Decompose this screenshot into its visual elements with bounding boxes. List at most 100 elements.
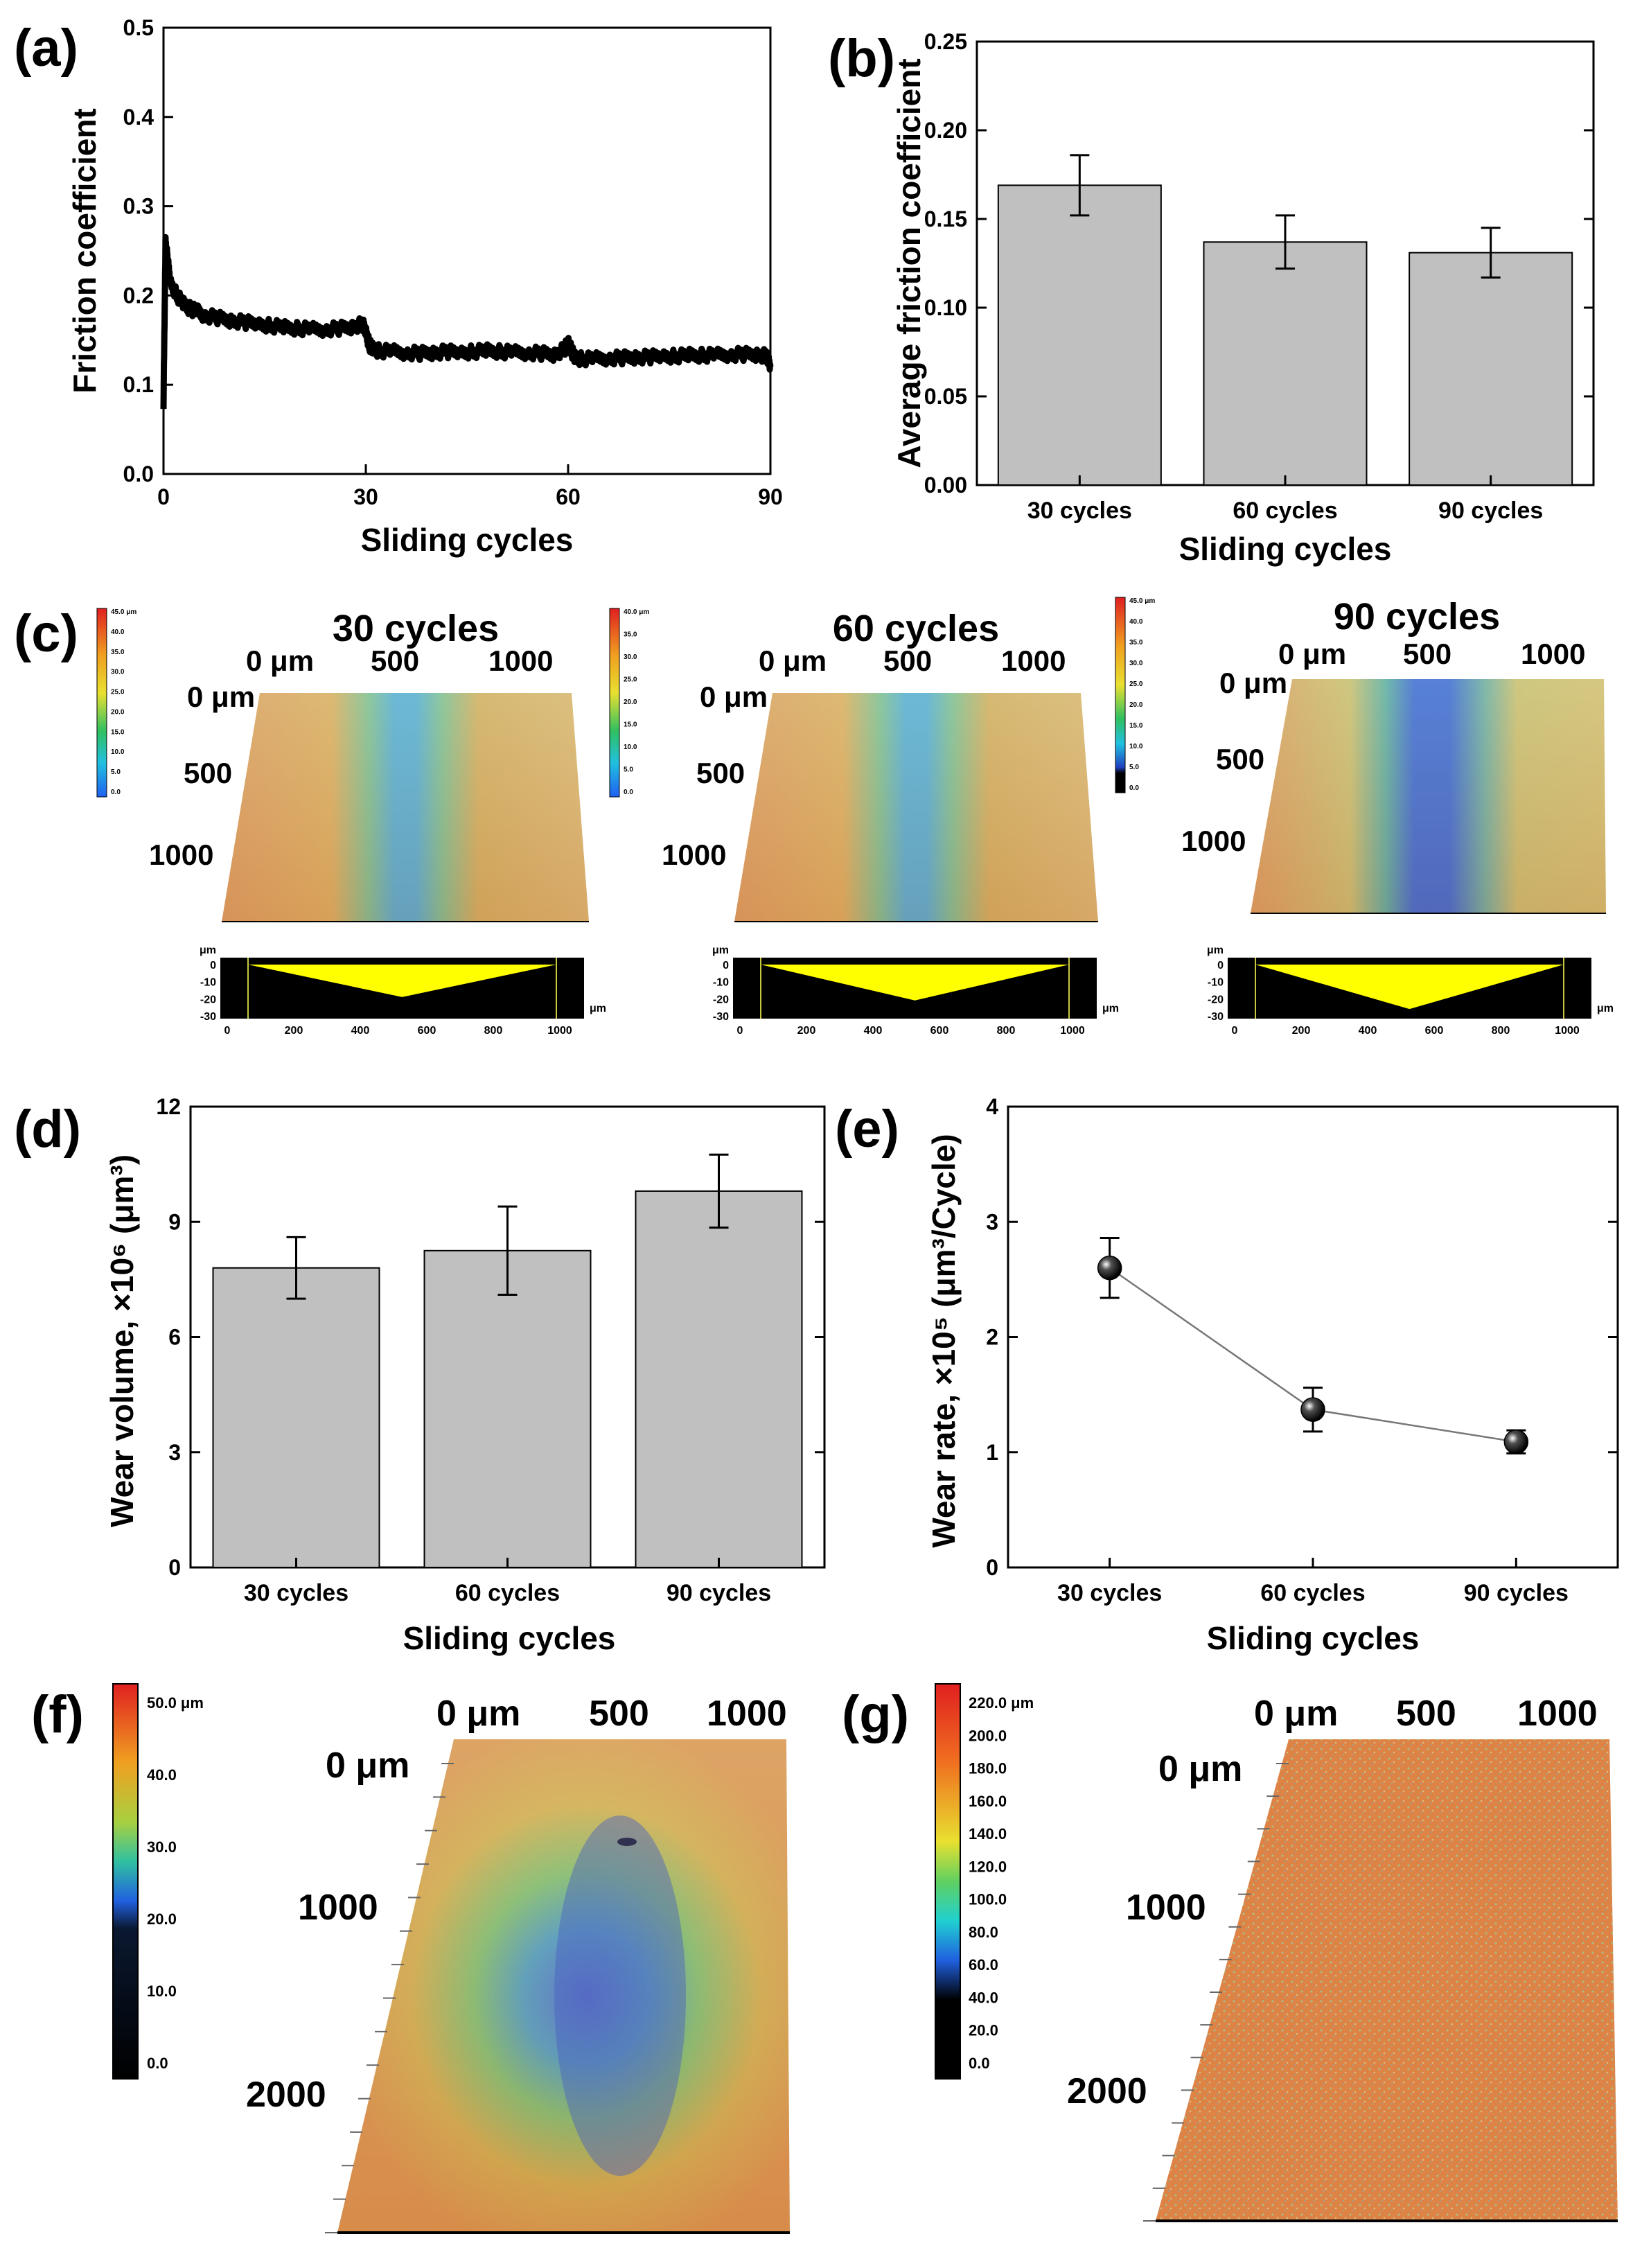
panel-c-colorbar-label: 40.0 bbox=[111, 628, 125, 636]
panel-b-bars: 30 cycles 60 cycles 90 cycles bbox=[997, 154, 1573, 524]
panel-d-y-tick-label: 3 bbox=[168, 1440, 181, 1465]
panel-a-x-tick-label: 90 bbox=[758, 484, 783, 509]
panel-c-x-axis-label: 1000 bbox=[1521, 638, 1585, 670]
panel-f-side-ticks bbox=[325, 1763, 454, 2233]
panel-c-y-axis-label: 500 bbox=[184, 757, 232, 789]
panel-c-map-3: 45.0 μm 40.0 35.0 30.0 25.0 20.0 15.0 10.0 5.0 0.… bbox=[1115, 596, 1614, 1037]
panel-c-profile-y-label: -20 bbox=[200, 994, 216, 1005]
panel-b-y-tick-label: 0.00 bbox=[924, 473, 967, 498]
panel-f-wear-groove bbox=[554, 1816, 686, 2176]
panel-f-map: 50.0 μm 40.0 30.0 20.0 10.0 0.0 0 μm 500 1000… bbox=[112, 1683, 790, 2234]
panel-label-d: (d) bbox=[14, 1100, 81, 1159]
panel-c-profile-x-label: 0 bbox=[737, 1025, 743, 1037]
panel-g-side-ticks bbox=[1143, 1763, 1289, 2222]
panel-label-b: (b) bbox=[828, 29, 895, 88]
panel-a-y-tick-label: 0.0 bbox=[123, 461, 154, 486]
panel-d-x-tick-label: 30 cycles bbox=[244, 1580, 348, 1606]
panel-c-colorbar-label: 15.0 bbox=[624, 721, 637, 729]
panel-c-colorbar-label: 30.0 bbox=[1129, 660, 1143, 667]
panel-c-colorbar-label: 10.0 bbox=[111, 748, 125, 756]
panel-c-y-axis-label: 0 μm bbox=[187, 680, 255, 713]
panel-b-y-tick-label: 0.15 bbox=[924, 206, 967, 231]
panel-c-colorbar-label: 20.0 bbox=[624, 698, 637, 706]
panel-c-colorbar-label: 25.0 bbox=[624, 676, 637, 684]
panel-c-map-1: 45.0 μm 40.0 35.0 30.0 25.0 20.0 15.0 10.0 5.0 0.… bbox=[96, 608, 606, 1037]
panel-a-x-ticks: 0 30 60 90 bbox=[157, 464, 783, 509]
panel-c-y-axis-label: 1000 bbox=[149, 838, 213, 871]
panel-e-point-1 bbox=[1097, 1256, 1122, 1281]
panel-a-y-tick-label: 0.1 bbox=[123, 372, 154, 397]
panel-g-x-axis-500: 500 bbox=[1396, 1694, 1456, 1734]
panel-c-profile-x-label: 0 bbox=[224, 1025, 231, 1037]
panel-c-x-axis-label: 1000 bbox=[1001, 644, 1066, 677]
panel-c-colorbar-label: 20.0 bbox=[1129, 701, 1143, 709]
panel-c-colorbar-label: 0.0 bbox=[1129, 784, 1139, 792]
panel-g-y-axis-2000: 2000 bbox=[1067, 2071, 1147, 2111]
panel-f-colorbar-label: 20.0 bbox=[147, 1910, 177, 1928]
panel-c-surface-shade bbox=[222, 693, 589, 922]
panel-g-colorbar-label: 220.0 μm bbox=[969, 1694, 1034, 1712]
panel-c-profile-x-label: 600 bbox=[1425, 1025, 1444, 1037]
panel-d-bars: 30 cycles 60 cycles 90 cycles bbox=[212, 1153, 803, 1606]
panel-d-y-tick-label: 6 bbox=[168, 1325, 181, 1350]
panel-c-profile-y-label: -30 bbox=[1208, 1011, 1224, 1023]
panel-b-x-tick-label: 30 cycles bbox=[1027, 498, 1132, 524]
panel-f-y-axis-2000: 2000 bbox=[246, 2075, 326, 2115]
panel-b-y-ticks: 0.00 0.05 0.10 0.15 0.20 0.25 bbox=[924, 29, 1594, 498]
panel-label-c: (c) bbox=[14, 604, 78, 663]
panel-label-f: (f) bbox=[31, 1685, 84, 1744]
panel-g-surface bbox=[1156, 1739, 1618, 2221]
panel-c-profile-x-label: 800 bbox=[1492, 1025, 1510, 1037]
panel-g-x-axis-0: 0 μm bbox=[1254, 1694, 1338, 1734]
panel-f-colorbar-label: 10.0 bbox=[147, 1983, 177, 2000]
panel-g-colorbar-label: 20.0 bbox=[969, 2022, 998, 2039]
panel-d-y-ticks: 0 3 6 9 12 bbox=[156, 1094, 824, 1580]
panel-c-colorbar-label: 0.0 bbox=[111, 789, 121, 796]
panel-c-profile-y-label: 0 bbox=[210, 960, 216, 972]
panel-c-profile-unit: μm bbox=[200, 944, 216, 956]
panel-c-profile-groove bbox=[248, 965, 556, 997]
panel-c-colorbar-label: 35.0 bbox=[111, 649, 125, 656]
panel-c-colorbar-label: 35.0 bbox=[1129, 639, 1143, 647]
panel-b-chart: 0.00 0.05 0.10 0.15 0.20 0.25 30 cycles 60 cyc… bbox=[891, 29, 1595, 567]
panel-c-y-axis-label: 1000 bbox=[1181, 825, 1246, 857]
panel-g-colorbar bbox=[935, 1683, 961, 2080]
panel-e-y-tick-label: 1 bbox=[986, 1440, 998, 1465]
panel-c-x-axis-label: 0 μm bbox=[1278, 638, 1346, 670]
panel-c-profile-y-label: 0 bbox=[723, 960, 729, 972]
panel-c-map-title: 90 cycles bbox=[1334, 596, 1500, 638]
panel-g-map: 220.0 μm 200.0 180.0 160.0 140.0 120.0 100.0 80… bbox=[935, 1683, 1618, 2222]
panel-c-profile-y-label: -10 bbox=[200, 977, 216, 989]
panel-f-colorbar-label: 50.0 μm bbox=[147, 1694, 204, 1712]
panel-c-profile-x-label: 200 bbox=[797, 1025, 816, 1037]
panel-c-y-axis-label: 500 bbox=[696, 757, 745, 789]
panel-c-profile-unit-x: μm bbox=[1597, 1003, 1614, 1014]
panel-b-bar-1 bbox=[997, 184, 1162, 486]
panel-c-profile-x-label: 400 bbox=[864, 1025, 883, 1037]
panel-e-x-tick-label: 90 cycles bbox=[1464, 1580, 1569, 1606]
panel-f-colorbar-label: 0.0 bbox=[147, 2055, 168, 2072]
panel-e-y-tick-label: 4 bbox=[986, 1094, 998, 1119]
panel-c-x-axis-label: 0 μm bbox=[759, 644, 827, 677]
panel-g-colorbar-labels: 220.0 μm 200.0 180.0 160.0 140.0 120.0 100.0 80… bbox=[969, 1694, 1034, 2072]
panel-c-colorbar bbox=[96, 608, 107, 798]
panel-c-profile-x-label: 200 bbox=[285, 1025, 303, 1037]
panel-d-x-tick-label: 90 cycles bbox=[666, 1580, 771, 1606]
panel-c-colorbar-label: 40.0 bbox=[1129, 618, 1143, 626]
panel-b-y-tick-label: 0.20 bbox=[924, 118, 967, 143]
panel-e-points: 30 cycles 60 cycles 90 cycles bbox=[1057, 1237, 1569, 1606]
panel-b-x-tick-label: 60 cycles bbox=[1233, 498, 1337, 524]
panel-d-y-title: Wear volume, ×10⁶ (μm³) bbox=[104, 1154, 140, 1527]
panel-g-colorbar-label: 60.0 bbox=[969, 1956, 998, 1973]
panel-b-y-tick-label: 0.10 bbox=[924, 295, 967, 320]
panel-d-x-tick-label: 60 cycles bbox=[455, 1580, 560, 1606]
panel-c-x-axis-label: 500 bbox=[1403, 638, 1451, 670]
panel-g-colorbar-label: 40.0 bbox=[969, 1989, 998, 2006]
panel-g-colorbar-label: 120.0 bbox=[969, 1858, 1007, 1875]
panel-a-x-tick-label: 0 bbox=[157, 484, 170, 509]
panel-c-map-2: 40.0 μm 35.0 30.0 25.0 20.0 15.0 10.0 5.0 0.0 60 … bbox=[609, 608, 1119, 1037]
panel-f-x-axis-500: 500 bbox=[589, 1694, 649, 1734]
panel-c-map-title: 30 cycles bbox=[333, 608, 499, 649]
panel-c-profile-groove bbox=[761, 965, 1069, 1001]
panel-c-profile-y-label: -30 bbox=[200, 1011, 216, 1023]
